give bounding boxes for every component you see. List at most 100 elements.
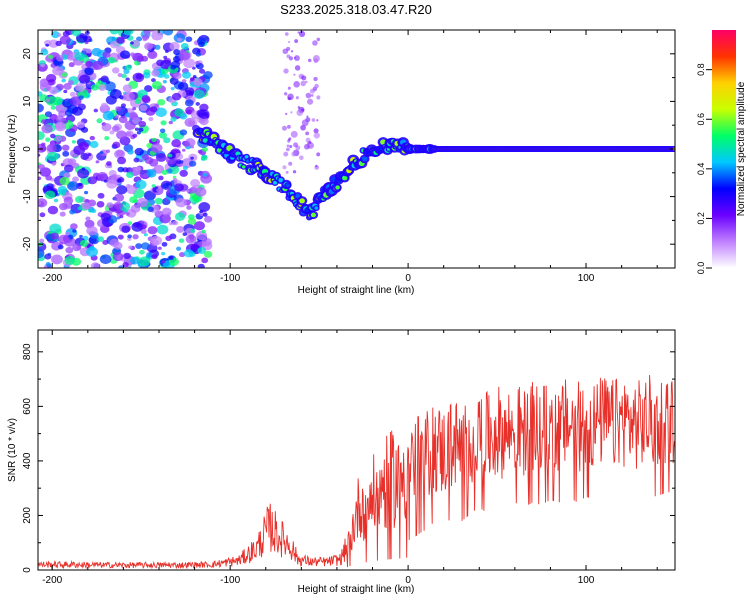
noise-blob: [49, 133, 56, 139]
noise-blob: [41, 119, 47, 124]
colorbar-label: Normalized spectral amplitude: [736, 81, 747, 216]
noise-blob: [122, 30, 134, 36]
track-core: [285, 183, 290, 188]
noise-blob: [168, 255, 174, 260]
noise-blob: [99, 254, 112, 265]
noise-blob: [85, 216, 91, 221]
spectrogram-ytick-label: 20: [22, 48, 33, 60]
noise-blob: [122, 261, 129, 268]
noise-blob: [172, 175, 177, 179]
noise-blob: [168, 120, 173, 125]
noise-blob: [127, 234, 132, 239]
noise-blob: [141, 94, 151, 102]
noise-blob: [97, 171, 108, 181]
noise-blob: [72, 229, 77, 233]
track-core: [310, 212, 316, 218]
noise-blob: [153, 164, 165, 174]
spectrogram-marks: [38, 30, 675, 268]
noise-blob: [173, 49, 181, 56]
noise-blob: [311, 118, 316, 122]
noise-blob: [85, 48, 92, 54]
noise-blob: [183, 249, 194, 258]
noise-blob: [313, 76, 318, 82]
snr-xtick-label: -200: [42, 575, 62, 586]
noise-blob: [38, 103, 44, 113]
noise-blob: [310, 94, 314, 97]
noise-blob: [38, 198, 48, 208]
noise-blob: [80, 153, 89, 161]
track-core: [299, 198, 305, 204]
noise-blob: [96, 201, 105, 208]
noise-blob: [93, 108, 99, 113]
noise-blob: [284, 32, 289, 36]
snr-ylabel: SNR (10 * v/v): [7, 418, 18, 482]
noise-blob: [71, 140, 76, 144]
figure-title: S233.2025.318.03.47.R20: [280, 2, 432, 17]
noise-blob: [151, 80, 162, 90]
noise-blob: [281, 125, 287, 131]
noise-blob: [197, 196, 201, 200]
noise-blob: [45, 137, 51, 142]
noise-blob: [132, 106, 137, 111]
noise-blob: [63, 89, 68, 94]
noise-blob: [134, 99, 141, 105]
noise-blob: [57, 33, 62, 37]
snr-panel: -200 -100 0 100 0 200 400 600 800 Height of stra…: [7, 329, 676, 595]
track-core: [314, 206, 319, 210]
noise-blob: [174, 183, 184, 192]
noise-blob: [111, 67, 120, 74]
spectrogram-ytick-label: 10: [22, 95, 33, 107]
noise-blob: [177, 37, 182, 42]
noise-blob: [46, 98, 51, 103]
noise-blob: [192, 66, 196, 70]
noise-blob: [45, 96, 58, 106]
noise-blob: [197, 149, 203, 154]
noise-blob: [128, 111, 138, 120]
noise-blob: [99, 151, 104, 155]
noise-blob: [130, 52, 136, 57]
noise-blob: [193, 78, 203, 87]
noise-blob: [92, 60, 104, 70]
track-core: [241, 165, 246, 169]
noise-blob: [44, 253, 52, 260]
noise-blob: [286, 144, 290, 148]
noise-blob: [305, 92, 312, 99]
noise-blob: [301, 75, 307, 81]
noise-blob: [125, 64, 132, 71]
noise-blob: [136, 197, 149, 208]
noise-blob: [151, 184, 156, 188]
noise-blob: [151, 137, 157, 143]
noise-blob: [127, 149, 134, 155]
noise-blob: [113, 201, 123, 210]
noise-blob: [68, 62, 75, 68]
noise-blob: [299, 155, 304, 160]
signal-track: [192, 126, 675, 221]
noise-blob: [109, 238, 120, 247]
noise-blob: [67, 158, 77, 166]
noise-blob: [312, 55, 320, 62]
noise-blob: [102, 110, 115, 121]
noise-blob: [114, 114, 120, 119]
noise-blob: [175, 197, 187, 208]
noise-blob: [189, 160, 197, 167]
noise-blob: [78, 69, 86, 76]
noise-blob: [132, 133, 138, 138]
spectrogram-xlabel: Height of straight line (km): [298, 285, 415, 296]
noise-blob: [144, 85, 153, 93]
noise-blob: [291, 151, 297, 157]
noise-blob: [154, 44, 161, 50]
noise-blob: [187, 217, 197, 225]
noise-blob: [180, 43, 189, 50]
noise-blob: [54, 135, 63, 142]
noise-blob: [200, 155, 208, 161]
noise-blob: [79, 239, 89, 247]
noise-blob: [300, 80, 306, 87]
noise-blob: [179, 169, 188, 177]
noise-blob: [112, 141, 121, 149]
noise-blob: [117, 156, 127, 165]
noise-blob: [315, 164, 318, 168]
noise-blob: [116, 130, 127, 140]
noise-blob: [49, 223, 62, 234]
noise-blob: [295, 96, 299, 100]
track-core: [342, 175, 348, 181]
